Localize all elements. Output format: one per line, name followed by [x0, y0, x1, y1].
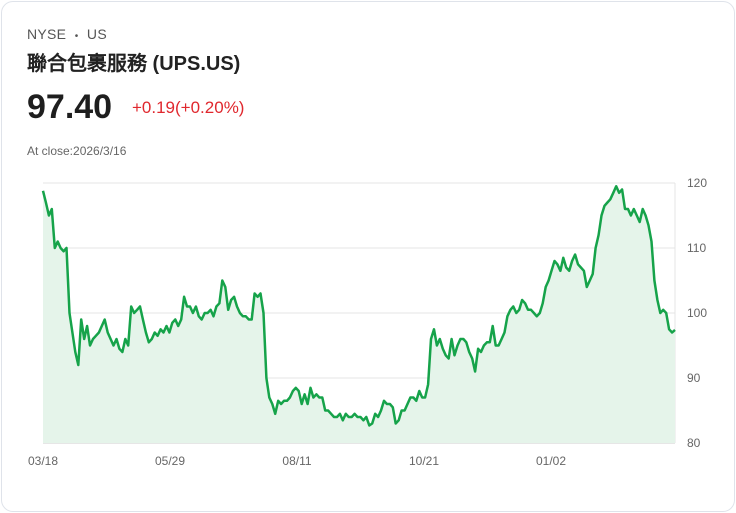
stock-name: 聯合包裹服務 (UPS.US): [27, 53, 241, 75]
price-area: [43, 186, 675, 444]
exchange: NYSE: [27, 26, 67, 42]
exchange-line: NYSE • US: [27, 26, 107, 42]
y-tick-label: 80: [687, 436, 701, 450]
price-line: [41, 185, 676, 427]
region: US: [86, 26, 107, 42]
x-tick-label: 01/02: [536, 454, 566, 468]
price-change: +0.19(+0.20%): [132, 98, 245, 117]
y-tick-label: 100: [687, 306, 707, 320]
x-tick-label: 03/18: [28, 454, 58, 468]
y-tick-label: 110: [687, 241, 706, 255]
y-tick-label: 90: [687, 371, 701, 385]
stock-price: 97.40: [27, 88, 113, 126]
close-date: At close:2026/3/16: [27, 144, 127, 158]
x-tick-label: 05/29: [155, 454, 185, 468]
y-tick-label: 120: [687, 176, 707, 190]
x-tick-label: 10/21: [409, 454, 439, 468]
x-tick-label: 08/11: [282, 454, 311, 468]
separator-dot: •: [74, 31, 79, 42]
